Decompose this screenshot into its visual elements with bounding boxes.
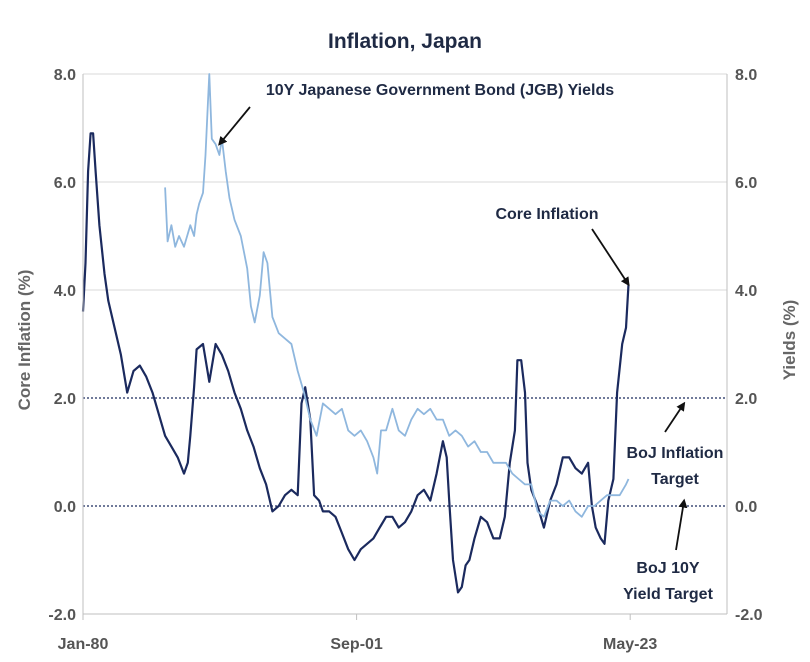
annotation-0-line-0: 10Y Japanese Government Bond (JGB) Yield… — [266, 82, 614, 99]
gridlines — [83, 73, 727, 615]
y-axis-title-right: Yields (%) — [780, 300, 799, 381]
x-tick-1: Sep-01 — [330, 636, 383, 653]
annotation-2-line-1: Target — [651, 471, 699, 488]
y-tick-right-4: 0.0 — [735, 499, 757, 516]
series-line-core_inflation — [81, 132, 630, 594]
annotation-arrow-2 — [664, 401, 686, 433]
annotation-arrow-1 — [591, 228, 630, 287]
y-tick-left-1: 6.0 — [54, 175, 76, 192]
tick-labels: 8.0 8.0 6.0 6.0 4.0 4.0 2.0 2.0 0.0 0.0 -2.0 -2.0 Ja… — [48, 67, 762, 653]
y-tick-right-0: 8.0 — [735, 67, 757, 84]
y-tick-left-3: 2.0 — [54, 391, 76, 408]
annotation-arrow-0 — [218, 106, 251, 146]
reference-lines — [83, 397, 727, 507]
y-axis-title-left: Core Inflation (%) — [15, 270, 34, 411]
y-tick-right-2: 4.0 — [735, 283, 757, 300]
y-tick-left-0: 8.0 — [54, 67, 76, 84]
y-tick-left-4: 0.0 — [54, 499, 76, 516]
annotation-arrow-3 — [675, 498, 688, 551]
series-lines — [81, 73, 630, 594]
x-tick-2: May-23 — [603, 636, 657, 653]
y-tick-right-1: 6.0 — [735, 175, 757, 192]
y-tick-left-5: -2.0 — [48, 607, 76, 624]
y-tick-right-3: 2.0 — [735, 391, 757, 408]
y-tick-right-5: -2.0 — [735, 607, 763, 624]
annotation-3-line-0: BoJ 10Y — [636, 560, 699, 577]
annotations: 10Y Japanese Government Bond (JGB) Yield… — [218, 82, 724, 603]
annotation-1-line-0: Core Inflation — [495, 206, 598, 223]
chart-title: Inflation, Japan — [328, 30, 482, 53]
y-tick-left-2: 4.0 — [54, 283, 76, 300]
annotation-2-line-0: BoJ Inflation — [627, 445, 724, 462]
series-line-jgb_yield — [164, 73, 630, 518]
x-tick-0: Jan-80 — [58, 636, 109, 653]
annotation-3-line-1: Yield Target — [623, 586, 713, 603]
axes — [82, 74, 728, 620]
